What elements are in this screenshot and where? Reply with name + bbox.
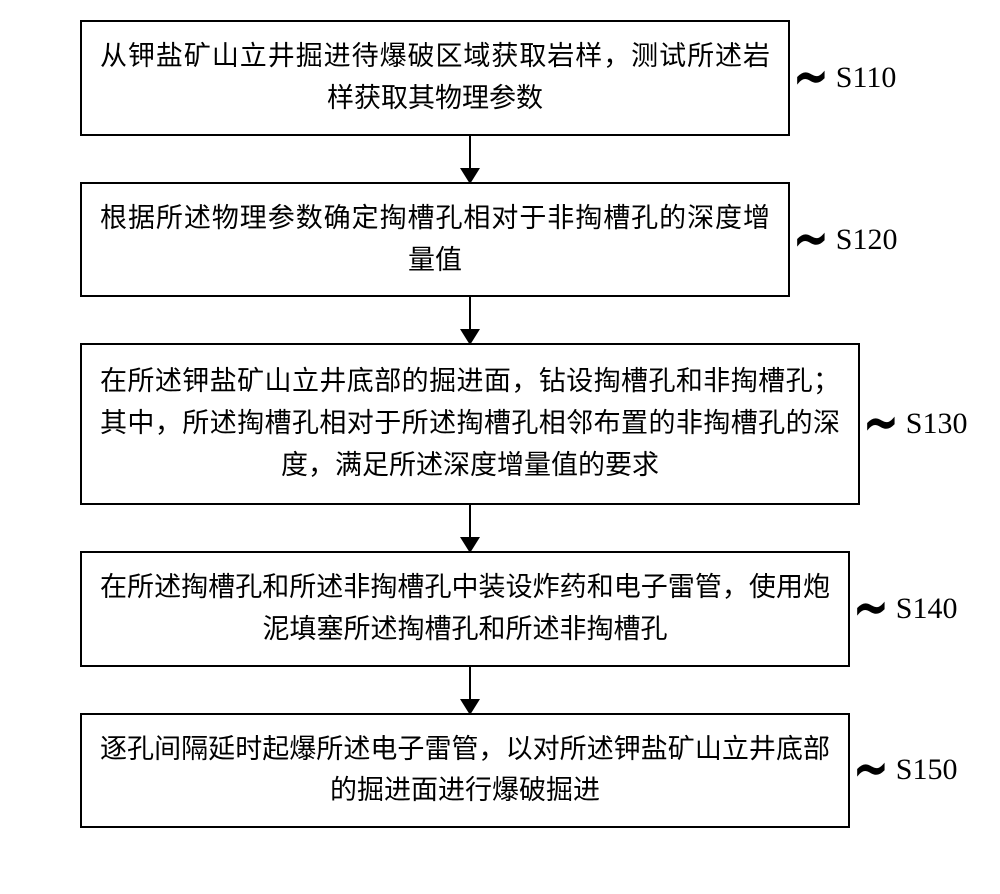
flow-arrow [0, 136, 1000, 182]
step-label-group: ∼ S140 [860, 592, 957, 626]
flow-step-row: 逐孔间隔延时起爆所述电子雷管，以对所述钾盐矿山立井底部的掘进面进行爆破掘进 ∼ … [0, 713, 1000, 829]
connector-icon: ∼ [793, 207, 828, 273]
step-label: S140 [896, 592, 958, 626]
step-text: 在所述钾盐矿山立井底部的掘进面，钻设掏槽孔和非掏槽孔；其中，所述掏槽孔相对于所述… [100, 366, 840, 480]
arrow-line-icon [469, 136, 471, 170]
step-label-group: ∼ S130 [870, 407, 967, 441]
step-label-group: ∼ S120 [800, 223, 897, 257]
step-text: 逐孔间隔延时起爆所述电子雷管，以对所述钾盐矿山立井底部的掘进面进行爆破掘进 [100, 734, 830, 806]
flow-step-box: 在所述掏槽孔和所述非掏槽孔中装设炸药和电子雷管，使用炮泥填塞所述掏槽孔和所述非掏… [80, 551, 850, 667]
flow-step-box: 从钾盐矿山立井掘进待爆破区域获取岩样，测试所述岩样获取其物理参数 [80, 20, 790, 136]
step-label: S120 [836, 223, 898, 257]
arrow-line-icon [469, 297, 471, 331]
connector-icon: ∼ [853, 576, 888, 642]
arrow-line-icon [469, 505, 471, 539]
step-label: S110 [836, 61, 897, 95]
step-label: S150 [896, 753, 958, 787]
connector-icon: ∼ [793, 45, 828, 111]
flow-arrow [0, 297, 1000, 343]
step-label: S130 [906, 407, 968, 441]
step-text: 在所述掏槽孔和所述非掏槽孔中装设炸药和电子雷管，使用炮泥填塞所述掏槽孔和所述非掏… [100, 572, 830, 644]
flow-step-box: 在所述钾盐矿山立井底部的掘进面，钻设掏槽孔和非掏槽孔；其中，所述掏槽孔相对于所述… [80, 343, 860, 505]
flow-step-box: 逐孔间隔延时起爆所述电子雷管，以对所述钾盐矿山立井底部的掘进面进行爆破掘进 [80, 713, 850, 829]
connector-icon: ∼ [863, 391, 898, 457]
flow-step-row: 在所述掏槽孔和所述非掏槽孔中装设炸药和电子雷管，使用炮泥填塞所述掏槽孔和所述非掏… [0, 551, 1000, 667]
step-text: 根据所述物理参数确定掏槽孔相对于非掏槽孔的深度增量值 [100, 203, 770, 275]
step-label-group: ∼ S110 [800, 61, 896, 95]
flow-arrow [0, 505, 1000, 551]
step-label-group: ∼ S150 [860, 753, 957, 787]
flowchart-container: 从钾盐矿山立井掘进待爆破区域获取岩样，测试所述岩样获取其物理参数 ∼ S110 … [0, 20, 1000, 828]
flow-step-box: 根据所述物理参数确定掏槽孔相对于非掏槽孔的深度增量值 [80, 182, 790, 298]
flow-step-row: 从钾盐矿山立井掘进待爆破区域获取岩样，测试所述岩样获取其物理参数 ∼ S110 [0, 20, 1000, 136]
arrow-line-icon [469, 667, 471, 701]
connector-icon: ∼ [853, 737, 888, 803]
flow-step-row: 在所述钾盐矿山立井底部的掘进面，钻设掏槽孔和非掏槽孔；其中，所述掏槽孔相对于所述… [0, 343, 1000, 505]
flow-arrow [0, 667, 1000, 713]
flow-step-row: 根据所述物理参数确定掏槽孔相对于非掏槽孔的深度增量值 ∼ S120 [0, 182, 1000, 298]
step-text: 从钾盐矿山立井掘进待爆破区域获取岩样，测试所述岩样获取其物理参数 [100, 41, 770, 113]
